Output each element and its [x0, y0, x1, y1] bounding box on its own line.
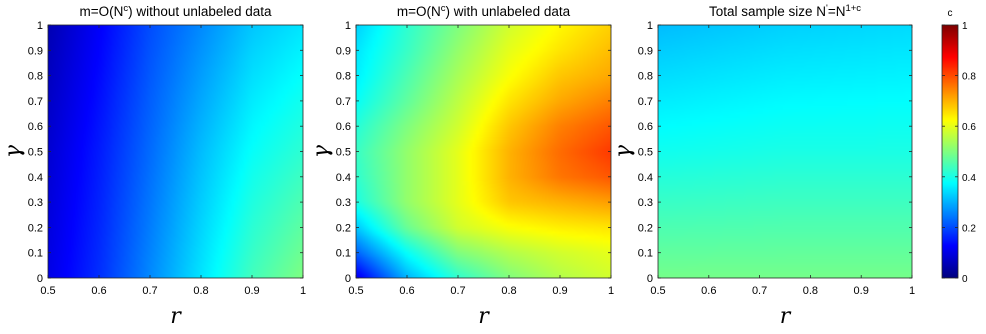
title-text: =N [828, 4, 846, 19]
y-tick-label: 1 [647, 20, 653, 32]
x-tick-label: 0.5 [40, 285, 55, 297]
x-tick-label: 0.7 [450, 285, 465, 297]
y-tick-label: 0.5 [638, 147, 653, 159]
y-tick-label: 0 [647, 273, 653, 285]
y-tick-label: 0.2 [638, 222, 653, 234]
heatmap-image [356, 25, 611, 278]
panel-3: 0.5 0.6 0.7 0.8 0.9 1 0 0.1 0.2 0.3 0.4 0.5 0.6 0.7 0.… [611, 3, 915, 329]
y-tick-label: 0.7 [336, 96, 351, 108]
x-tick-label: 1 [909, 285, 915, 297]
title-superscript: 1+c [845, 3, 861, 14]
chart-title: m=O(Nc) without unlabeled data [80, 3, 272, 19]
y-tick-label: 0.8 [28, 71, 43, 83]
y-tick-label: 0.5 [28, 147, 43, 159]
x-tick-label: 0.5 [650, 285, 665, 297]
x-tick-label: 1 [300, 285, 306, 297]
y-tick-label: 0 [37, 273, 43, 285]
x-tick-label: 0.6 [91, 285, 106, 297]
y-tick-label: 0.4 [336, 172, 351, 184]
y-tick-label: 0.4 [638, 172, 653, 184]
heatmap-image [48, 25, 303, 278]
title-superscript: c [441, 3, 446, 14]
colorbar-box [941, 24, 959, 279]
title-text: ) without unlabeled data [128, 4, 272, 19]
x-tick-label: 0.8 [501, 285, 516, 297]
x-tick-label: 0.6 [399, 285, 414, 297]
colorbar-tick-label: 0.6 [962, 122, 976, 133]
panel-1: 0.5 0.6 0.7 0.8 0.9 1 0 0.1 0.2 0.3 0.4 0.5 0.6 0.7 0.… [1, 3, 306, 329]
title-superscript: c [123, 3, 128, 14]
colorbar-gradient [942, 25, 958, 278]
x-tick-label: 0.9 [552, 285, 567, 297]
y-tick-label: 0.1 [28, 248, 43, 260]
title-text: ) with unlabeled data [446, 4, 571, 19]
y-tick-label: 0.8 [336, 71, 351, 83]
x-axis-label: r [170, 304, 182, 329]
x-tick-label: 0.9 [244, 285, 259, 297]
y-tick-label: 0.7 [28, 96, 43, 108]
chart-title: Total sample size N'=N1+c [709, 3, 861, 19]
colorbar-tick-label: 0.8 [962, 72, 976, 83]
x-tick-label: 0.6 [701, 285, 716, 297]
panel-2: 0.5 0.6 0.7 0.8 0.9 1 0 0.1 0.2 0.3 0.4 0.5 0.6 0.7 0.… [309, 3, 614, 329]
x-tick-label: 1 [608, 285, 614, 297]
y-tick-label: 0.3 [28, 197, 43, 209]
x-tick-label: 0.9 [854, 285, 869, 297]
y-tick-label: 1 [345, 20, 351, 32]
title-text: m=O(N [397, 4, 441, 19]
title-superscript: ' [826, 3, 828, 14]
title-text: Total sample size N [709, 4, 826, 19]
x-tick-label: 0.8 [193, 285, 208, 297]
y-tick-label: 0.3 [336, 197, 351, 209]
colorbar: 0 0.2 0.4 0.6 0.8 1c [941, 8, 976, 285]
heatmap-image [658, 25, 912, 278]
y-tick-label: 0.7 [638, 96, 653, 108]
heatmap-panels: 0.5 0.6 0.7 0.8 0.9 1 0 0.1 0.2 0.3 0.4 0.5 0.6 0.7 0.… [1, 3, 915, 329]
y-tick-label: 0.9 [336, 45, 351, 57]
y-tick-label: 0.1 [638, 248, 653, 260]
x-tick-label: 0.7 [142, 285, 157, 297]
y-tick-label: 0.6 [28, 121, 43, 133]
y-tick-label: 0.3 [638, 197, 653, 209]
colorbar-tick-label: 0 [962, 274, 968, 285]
x-tick-label: 0.7 [752, 285, 767, 297]
y-tick-label: 0.2 [28, 222, 43, 234]
colorbar-tick-label: 0.2 [962, 223, 976, 234]
y-axis-label: γ [611, 144, 636, 158]
y-tick-label: 0.9 [638, 45, 653, 57]
x-axis-label: r [780, 304, 792, 329]
title-text: m=O(N [80, 4, 124, 19]
y-tick-label: 0.6 [638, 121, 653, 133]
y-tick-label: 0.4 [28, 172, 43, 184]
y-tick-label: 0.5 [336, 147, 351, 159]
chart-title: m=O(Nc) with unlabeled data [397, 3, 571, 19]
y-tick-label: 0.8 [638, 71, 653, 83]
y-axis-label: γ [1, 144, 26, 158]
y-tick-label: 0.6 [336, 121, 351, 133]
y-tick-label: 0.2 [336, 222, 351, 234]
y-axis-label: γ [309, 144, 334, 158]
colorbar-tick-label: 0.4 [962, 173, 976, 184]
y-tick-label: 0 [345, 273, 351, 285]
x-tick-label: 0.5 [348, 285, 363, 297]
y-tick-label: 0.1 [336, 248, 351, 260]
y-tick-label: 1 [37, 20, 43, 32]
x-axis-label: r [478, 304, 490, 329]
colorbar-tick-label: 1 [962, 21, 968, 32]
x-tick-label: 0.8 [803, 285, 818, 297]
y-tick-label: 0.9 [28, 45, 43, 57]
colorbar-label: c [948, 8, 953, 19]
